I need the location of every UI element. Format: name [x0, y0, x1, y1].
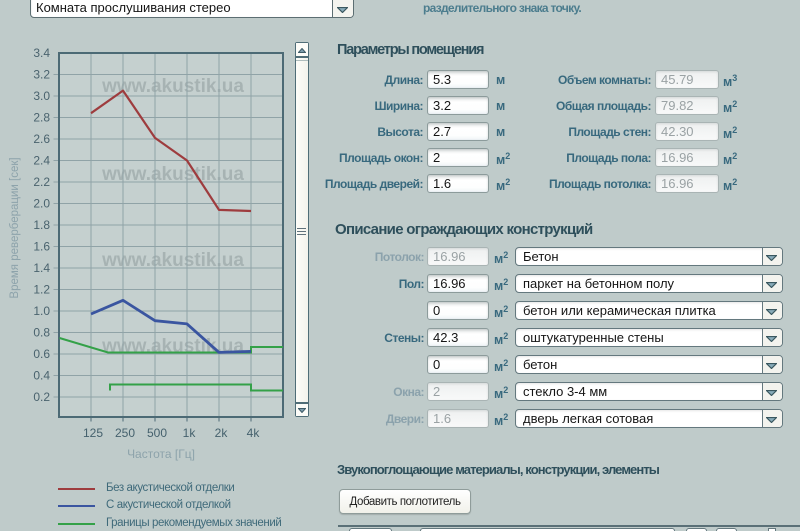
- svg-text:2.4: 2.4: [33, 154, 50, 168]
- svg-text:2.0: 2.0: [33, 197, 50, 211]
- svg-text:0.8: 0.8: [33, 326, 50, 340]
- svg-text:4k: 4k: [247, 426, 261, 440]
- svg-text:3.4: 3.4: [33, 46, 50, 60]
- svg-text:Частота [Гц]: Частота [Гц]: [127, 447, 195, 461]
- svg-text:1.0: 1.0: [33, 304, 50, 318]
- svg-text:2.6: 2.6: [33, 132, 50, 146]
- svg-text:www.akustik.ua: www.akustik.ua: [101, 250, 244, 271]
- svg-text:0.6: 0.6: [33, 347, 50, 361]
- svg-text:0.4: 0.4: [33, 369, 50, 383]
- svg-text:2.8: 2.8: [33, 111, 50, 125]
- svg-text:250: 250: [115, 426, 135, 440]
- svg-text:3.2: 3.2: [33, 68, 50, 82]
- svg-text:1.2: 1.2: [33, 283, 50, 297]
- svg-text:500: 500: [147, 426, 167, 440]
- svg-text:1.4: 1.4: [33, 261, 50, 275]
- svg-text:2.2: 2.2: [33, 175, 50, 189]
- svg-text:125: 125: [83, 426, 103, 440]
- svg-text:3.0: 3.0: [33, 89, 50, 103]
- svg-text:1.8: 1.8: [33, 218, 50, 232]
- svg-text:www.akustik.ua: www.akustik.ua: [101, 164, 244, 185]
- svg-text:Время реверберации [сек]: Время реверберации [сек]: [9, 157, 21, 298]
- svg-text:1k: 1k: [183, 426, 197, 440]
- svg-text:1.6: 1.6: [33, 240, 50, 254]
- svg-text:www.akustik.ua: www.akustik.ua: [101, 76, 244, 97]
- svg-text:2k: 2k: [215, 426, 229, 440]
- svg-text:0.2: 0.2: [33, 390, 50, 404]
